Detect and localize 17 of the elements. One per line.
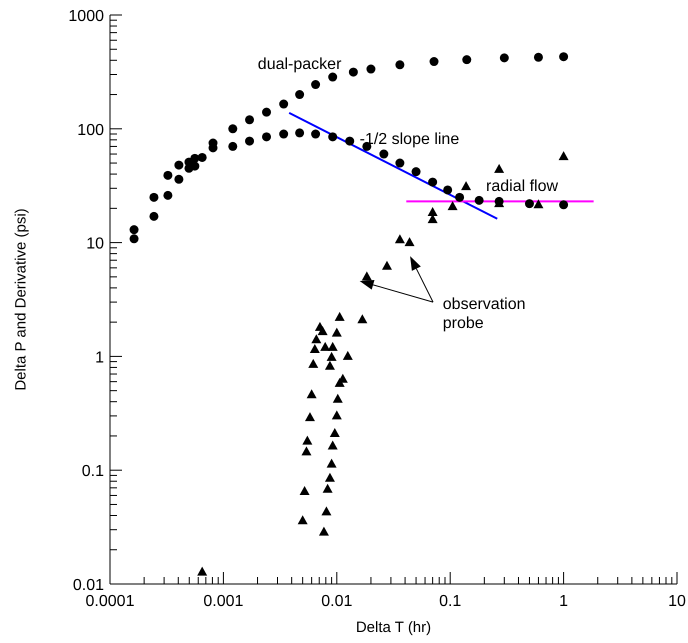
y-tick-label: 1 xyxy=(95,349,104,366)
y-tick-label: 0.01 xyxy=(72,577,104,594)
x-axis-title: Delta T (hr) xyxy=(356,619,432,636)
annotation: dual-packer xyxy=(258,56,342,73)
y-tick-label: 0.1 xyxy=(82,463,104,480)
annotation: radial flow xyxy=(486,178,558,196)
annotation: observation probe xyxy=(442,296,526,332)
x-tick-label: 1 xyxy=(559,593,568,610)
y-axis-title: Delta P and Derivative (psi) xyxy=(12,208,30,391)
x-tick-label: 0.0001 xyxy=(86,593,135,610)
x-tick-label: 0.1 xyxy=(439,593,462,610)
y-tick-label: 100 xyxy=(77,122,104,139)
y-tick-label: 10 xyxy=(86,236,104,253)
x-tick-label: 0.001 xyxy=(203,593,244,610)
y-tick-label: 1000 xyxy=(68,8,104,25)
x-tick-label: 0.01 xyxy=(321,593,352,610)
x-tick-label: 10 xyxy=(668,593,686,610)
